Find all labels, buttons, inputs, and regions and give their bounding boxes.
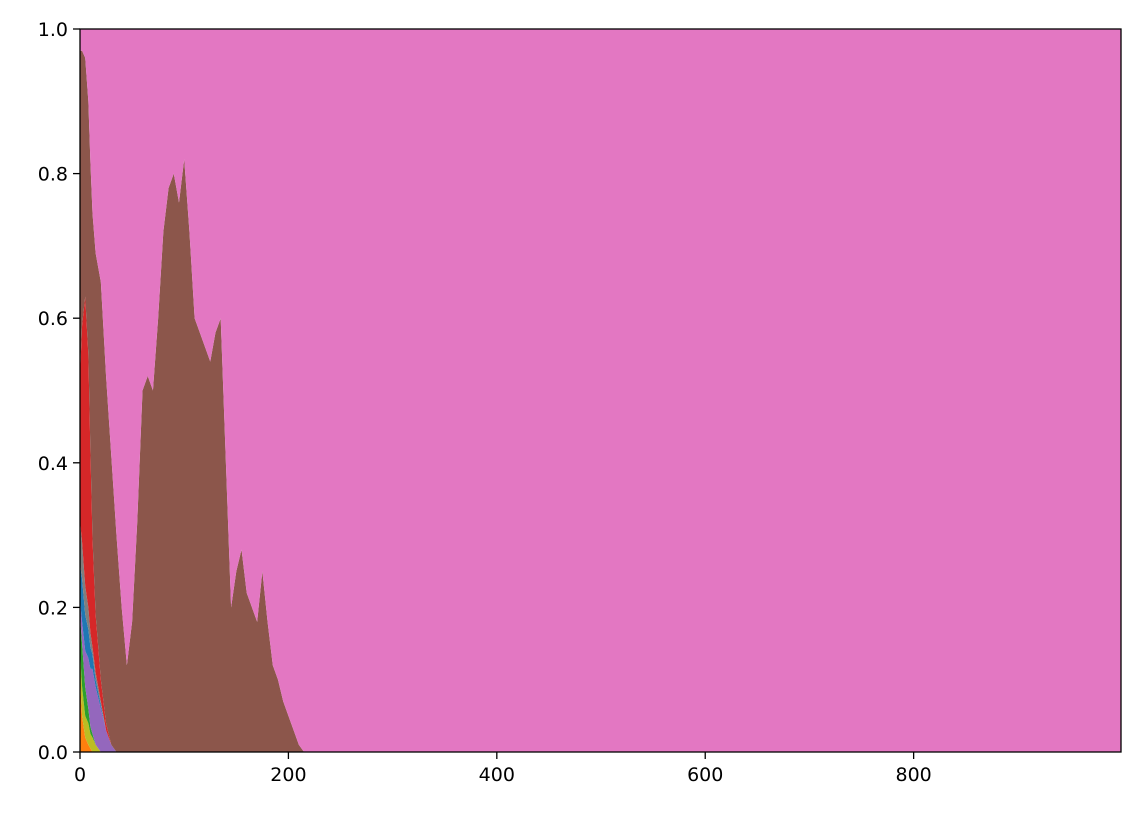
x-tick-label: 0 [74, 764, 86, 786]
area-series-group [80, 29, 1121, 752]
area-series-8 [80, 29, 1121, 752]
y-tick-label: 0.0 [38, 742, 68, 764]
x-tick-label: 600 [687, 764, 723, 786]
x-tick-label: 400 [479, 764, 515, 786]
plot-frame [79, 28, 1122, 753]
x-axis: 0 200 400 600 800 [74, 752, 932, 786]
y-tick-label: 1.0 [38, 19, 68, 41]
y-tick-label: 0.8 [38, 164, 68, 186]
y-tick-label: 0.4 [38, 453, 68, 475]
x-tick-label: 800 [896, 764, 932, 786]
y-axis: 0.0 0.2 0.4 0.6 0.8 1.0 [38, 19, 80, 764]
y-tick-label: 0.6 [38, 308, 68, 330]
y-tick-label: 0.2 [38, 597, 68, 619]
area-series-7 [80, 50, 1121, 752]
x-tick-label: 200 [270, 764, 306, 786]
